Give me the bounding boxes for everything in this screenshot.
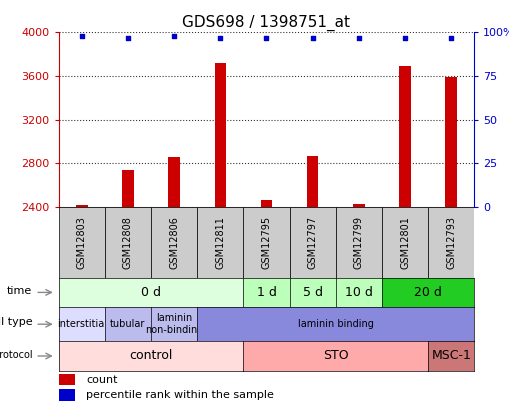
- Text: GSM12801: GSM12801: [399, 216, 409, 269]
- Text: GSM12799: GSM12799: [353, 216, 363, 269]
- Text: tubular: tubular: [110, 319, 146, 329]
- FancyBboxPatch shape: [381, 207, 427, 278]
- Bar: [352, 204, 364, 405]
- Text: 20 d: 20 d: [413, 286, 441, 299]
- FancyBboxPatch shape: [105, 207, 151, 278]
- FancyBboxPatch shape: [197, 207, 243, 278]
- Text: GSM12803: GSM12803: [76, 216, 87, 269]
- Point: [354, 34, 362, 41]
- Text: STO: STO: [322, 350, 348, 362]
- Bar: [122, 170, 133, 405]
- Text: interstitial: interstitial: [56, 319, 106, 329]
- FancyBboxPatch shape: [151, 207, 197, 278]
- Text: 0 d: 0 d: [141, 286, 161, 299]
- Bar: [59, 389, 74, 401]
- Text: percentile rank within the sample: percentile rank within the sample: [87, 390, 274, 400]
- Text: 5 d: 5 d: [302, 286, 322, 299]
- Bar: [306, 156, 318, 405]
- Bar: [76, 205, 88, 405]
- Text: 1 d: 1 d: [256, 286, 276, 299]
- Point: [446, 34, 455, 41]
- FancyBboxPatch shape: [289, 207, 335, 278]
- Text: growth protocol: growth protocol: [0, 350, 32, 360]
- FancyBboxPatch shape: [427, 207, 473, 278]
- Text: GSM12808: GSM12808: [123, 216, 133, 269]
- Text: MSC-1: MSC-1: [431, 350, 470, 362]
- Point: [262, 34, 270, 41]
- FancyBboxPatch shape: [243, 207, 289, 278]
- Text: laminin binding: laminin binding: [297, 319, 373, 329]
- Bar: [444, 77, 456, 405]
- FancyBboxPatch shape: [335, 207, 381, 278]
- Point: [308, 34, 316, 41]
- Text: time: time: [7, 286, 32, 296]
- Bar: [168, 157, 180, 405]
- Title: GDS698 / 1398751_at: GDS698 / 1398751_at: [182, 15, 350, 31]
- Text: GSM12795: GSM12795: [261, 216, 271, 269]
- Text: GSM12811: GSM12811: [215, 216, 225, 269]
- Text: GSM12806: GSM12806: [169, 216, 179, 269]
- Point: [124, 34, 132, 41]
- Point: [216, 34, 224, 41]
- Text: count: count: [87, 375, 118, 385]
- Bar: [59, 374, 74, 386]
- Point: [400, 34, 408, 41]
- Text: laminin
non-binding: laminin non-binding: [145, 313, 203, 335]
- FancyBboxPatch shape: [59, 207, 105, 278]
- Bar: [214, 63, 225, 405]
- Bar: [399, 66, 410, 405]
- Bar: [260, 200, 272, 405]
- Text: 10 d: 10 d: [344, 286, 372, 299]
- Text: control: control: [129, 350, 173, 362]
- Point: [77, 33, 86, 39]
- Text: cell type: cell type: [0, 318, 32, 328]
- Text: GSM12793: GSM12793: [445, 216, 456, 269]
- Text: GSM12797: GSM12797: [307, 216, 317, 269]
- Point: [169, 33, 178, 39]
